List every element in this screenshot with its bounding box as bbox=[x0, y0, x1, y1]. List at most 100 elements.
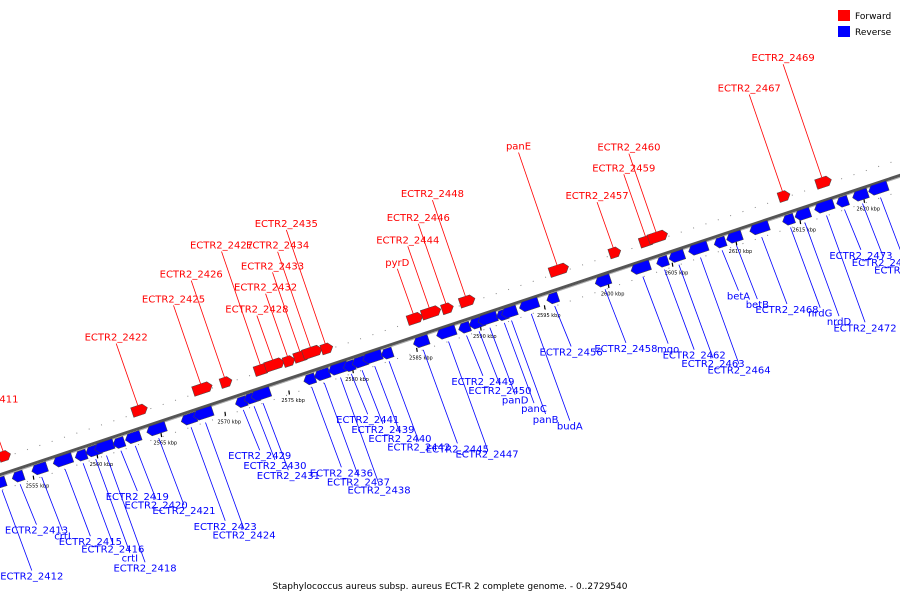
gene-arrow[interactable] bbox=[0, 475, 8, 489]
gene-arrow[interactable] bbox=[281, 354, 297, 368]
gene-ectr2-2474[interactable]: ECTR2_2474 bbox=[851, 187, 900, 269]
gene-pane[interactable]: panE bbox=[506, 141, 570, 278]
gene-ectr2-2421[interactable]: ECTR2_2421 bbox=[145, 421, 216, 517]
gene-pand[interactable]: panD bbox=[476, 310, 529, 407]
gene-buda[interactable]: budA bbox=[518, 296, 583, 433]
gene-ectr2-2472[interactable]: ECTR2_2472 bbox=[813, 198, 897, 335]
gene-ectr2-2449[interactable]: ECTR2_2449 bbox=[451, 320, 515, 388]
gene-ectr2-2473[interactable]: ECTR2_2473 bbox=[829, 194, 893, 262]
gene-arrow[interactable] bbox=[380, 346, 395, 360]
gene-ectr2-2432[interactable]: ECTR2_2432 bbox=[234, 283, 297, 368]
gene-ectr2-2434[interactable]: ECTR2_2434 bbox=[246, 241, 324, 361]
gene-arrow[interactable] bbox=[302, 372, 318, 386]
gene-arrow[interactable] bbox=[130, 403, 149, 418]
gene-ectr2-2475[interactable]: ECTR2_2475 bbox=[867, 180, 900, 277]
gene-arrow[interactable] bbox=[851, 187, 870, 203]
gene-arrow[interactable] bbox=[725, 229, 744, 245]
gene-nrdg[interactable]: nrdG bbox=[781, 212, 832, 320]
gene-ectr2-2448[interactable]: ECTR2_2448 bbox=[401, 189, 477, 309]
gene-arrow[interactable] bbox=[250, 386, 273, 403]
gene-ectr2-2442[interactable]: ECTR2_2442 bbox=[380, 346, 451, 453]
gene-ectr2-2412[interactable]: ECTR2_2412 bbox=[0, 475, 63, 582]
gene-ectr2-2416[interactable]: ECTR2_2416 bbox=[74, 448, 145, 555]
gene-arrow[interactable] bbox=[93, 438, 116, 455]
gene-ectr2-2418[interactable]: ECTR2_2418 bbox=[93, 438, 177, 575]
gene-ectr2-2445[interactable]: ECTR2_2445 bbox=[412, 334, 489, 455]
gene-arrow[interactable] bbox=[218, 375, 234, 389]
gene-arrow[interactable] bbox=[748, 220, 771, 236]
gene-arrow[interactable] bbox=[814, 175, 833, 190]
gene-ectr2-2411[interactable]: ECTR2_2411 bbox=[0, 395, 18, 463]
gene-arrow[interactable] bbox=[0, 449, 12, 463]
gene-arrow[interactable] bbox=[74, 448, 89, 462]
gene-mqo[interactable]: mqo bbox=[629, 259, 679, 356]
gene-ectr2-2436[interactable]: ECTR2_2436 bbox=[302, 372, 373, 479]
gene-arrow[interactable] bbox=[607, 246, 623, 260]
gene-arrow[interactable] bbox=[629, 259, 652, 276]
gene-arrow[interactable] bbox=[457, 294, 476, 309]
gene-arrow[interactable] bbox=[301, 344, 323, 361]
gene-arrow[interactable] bbox=[594, 273, 613, 289]
gene-arrow[interactable] bbox=[867, 180, 890, 197]
gene-ectr2-2444[interactable]: ECTR2_2444 bbox=[376, 235, 442, 321]
gene-arrow[interactable] bbox=[813, 198, 836, 215]
gene-arrow[interactable] bbox=[547, 262, 570, 278]
gene-arrow[interactable] bbox=[776, 189, 792, 203]
gene-ectr2-2428[interactable]: ECTR2_2428 bbox=[225, 305, 288, 373]
gene-ectr2-2456[interactable]: ECTR2_2456 bbox=[540, 291, 603, 359]
gene-arrow[interactable] bbox=[191, 381, 214, 397]
gene-arrow[interactable] bbox=[419, 304, 442, 321]
gene-arrow[interactable] bbox=[313, 367, 332, 382]
gene-arrow[interactable] bbox=[500, 304, 519, 320]
gene-arrow[interactable] bbox=[111, 436, 127, 449]
gene-arrow[interactable] bbox=[835, 194, 850, 208]
gene-ectr2-2462[interactable]: ECTR2_2462 bbox=[655, 254, 726, 362]
gene-arrow[interactable] bbox=[781, 212, 796, 226]
gene-pyrd[interactable]: pyrD bbox=[385, 258, 424, 326]
gene-arrow[interactable] bbox=[687, 240, 710, 257]
gene-arrow[interactable] bbox=[180, 411, 199, 427]
gene-ectr2-2419[interactable]: ECTR2_2419 bbox=[106, 436, 169, 503]
gene-arrow[interactable] bbox=[405, 311, 424, 326]
gene-ectr2-2422[interactable]: ECTR2_2422 bbox=[85, 332, 149, 418]
gene-ectr2-2446[interactable]: ECTR2_2446 bbox=[387, 213, 455, 316]
gene-ectr2-2420[interactable]: ECTR2_2420 bbox=[124, 430, 188, 512]
gene-ectr2-2458[interactable]: ECTR2_2458 bbox=[594, 273, 658, 355]
gene-ectr2-2423[interactable]: ECTR2_2423 bbox=[180, 411, 257, 533]
gene-arrow[interactable] bbox=[646, 229, 669, 245]
gene-ectr2-2429[interactable]: ECTR2_2429 bbox=[228, 395, 291, 463]
gene-arrow[interactable] bbox=[435, 324, 458, 341]
gene-arrow[interactable] bbox=[412, 334, 431, 349]
gene-ectr2-2413[interactable]: ECTR2_2413 bbox=[5, 469, 68, 537]
gene-ectr2-2447[interactable]: ECTR2_2447 bbox=[435, 324, 519, 461]
gene-ectr2-2467[interactable]: ECTR2_2467 bbox=[718, 84, 792, 203]
gene-ectr2-2438[interactable]: ECTR2_2438 bbox=[327, 360, 411, 497]
gene-arrow[interactable] bbox=[124, 430, 143, 445]
gene-ectr2-2437[interactable]: ECTR2_2437 bbox=[313, 367, 390, 488]
gene-ectr2-2460[interactable]: ECTR2_2460 bbox=[597, 143, 669, 245]
gene-arrow[interactable] bbox=[476, 310, 499, 327]
gene-panb[interactable]: panB bbox=[500, 304, 559, 426]
gene-ectr2-2463[interactable]: ECTR2_2463 bbox=[667, 248, 745, 370]
gene-ectr2-2424[interactable]: ECTR2_2424 bbox=[192, 405, 276, 542]
gene-arrow[interactable] bbox=[667, 248, 687, 264]
gene-arrow[interactable] bbox=[263, 357, 286, 373]
gene-ectr2-2435[interactable]: ECTR2_2435 bbox=[255, 219, 335, 356]
gene-nrdd[interactable]: nrdD bbox=[793, 206, 851, 328]
gene-ectr2-2469[interactable]: ECTR2_2469 bbox=[752, 53, 833, 190]
gene-arrow[interactable] bbox=[545, 291, 561, 305]
gene-arrow[interactable] bbox=[319, 342, 335, 356]
gene-ectr2-2464[interactable]: ECTR2_2464 bbox=[687, 240, 771, 377]
gene-crti[interactable]: crtI bbox=[30, 461, 71, 543]
gene-ectr2-2457[interactable]: ECTR2_2457 bbox=[565, 191, 629, 260]
gene-arrow[interactable] bbox=[457, 320, 472, 334]
gene-ectr2-2425[interactable]: ECTR2_2425 bbox=[142, 294, 214, 397]
gene-ectr2-2431[interactable]: ECTR2_2431 bbox=[250, 386, 320, 483]
gene-betb[interactable]: betB bbox=[725, 229, 769, 311]
gene-arrow[interactable] bbox=[145, 421, 168, 437]
gene-arrow[interactable] bbox=[327, 360, 350, 377]
gene-arrow[interactable] bbox=[655, 254, 670, 268]
gene-arrow[interactable] bbox=[52, 452, 75, 469]
gene-ectr2-2426[interactable]: ECTR2_2426 bbox=[160, 270, 234, 389]
gene-ectr2-2415[interactable]: ECTR2_2415 bbox=[52, 452, 122, 549]
